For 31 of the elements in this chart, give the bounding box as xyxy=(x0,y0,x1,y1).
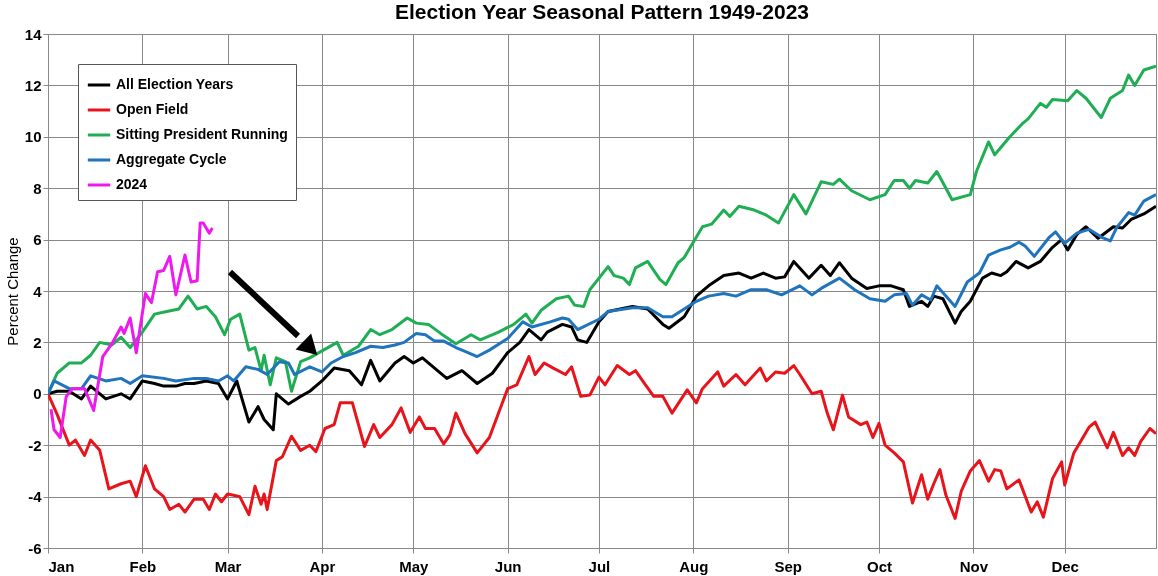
legend-label: Sitting President Running xyxy=(116,126,288,142)
chart-title: Election Year Seasonal Pattern 1949-2023 xyxy=(394,0,810,23)
x-tick-label: Sep xyxy=(774,557,802,575)
legend-label: All Election Years xyxy=(116,76,234,92)
y-tick-label: 6 xyxy=(33,231,42,249)
x-tick-label: Dec xyxy=(1051,557,1079,575)
y-tick-label: 0 xyxy=(33,385,42,403)
legend-label: 2024 xyxy=(116,176,148,192)
x-tick-label: May xyxy=(399,557,430,575)
y-tick-label: -2 xyxy=(28,436,42,454)
x-tick-label: Jun xyxy=(494,557,522,575)
y-axis-title: Percent Change xyxy=(3,237,21,346)
x-tick-label: Jan xyxy=(48,557,75,575)
x-tick-label: Jul xyxy=(588,557,611,575)
legend-label: Aggregate Cycle xyxy=(116,151,227,167)
legend-label: Open Field xyxy=(116,101,189,117)
x-tick-label: Nov xyxy=(959,557,989,575)
x-tick-label: Feb xyxy=(129,557,157,575)
y-tick-label: 12 xyxy=(24,76,42,94)
y-tick-label: 10 xyxy=(24,128,42,146)
x-tick-label: Aug xyxy=(679,557,709,575)
x-tick-label: Oct xyxy=(866,557,893,575)
line-series xyxy=(49,221,214,439)
x-tick-label: Apr xyxy=(309,557,336,575)
y-tick-label: 2 xyxy=(33,333,42,351)
y-tick-label: -4 xyxy=(28,488,43,506)
y-tick-label: 14 xyxy=(24,25,43,43)
y-tick-label: -6 xyxy=(28,539,42,557)
x-tick-label: Mar xyxy=(214,557,242,575)
y-tick-label: 8 xyxy=(33,179,42,197)
y-tick-label: 4 xyxy=(33,282,43,300)
